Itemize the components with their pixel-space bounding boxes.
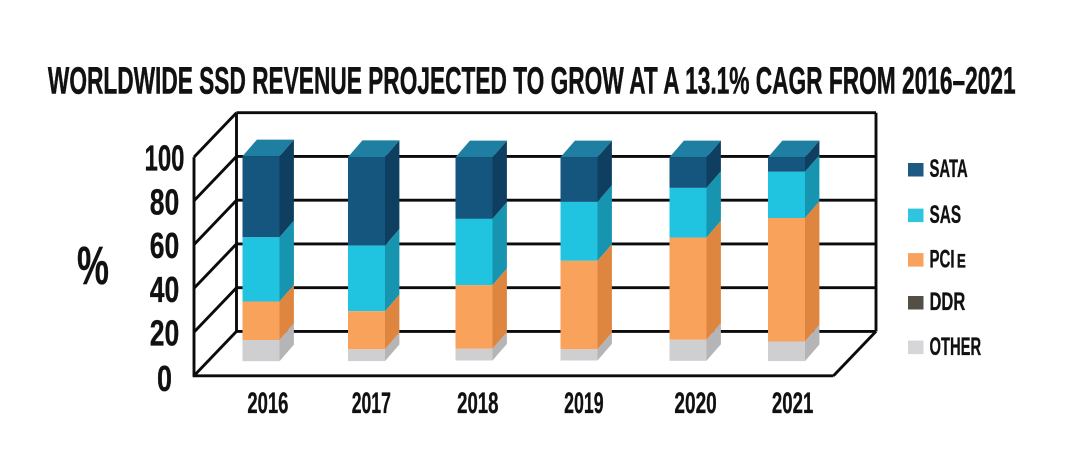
svg-text:2016: 2016 xyxy=(247,387,288,420)
svg-text:E: E xyxy=(957,251,966,272)
svg-text:%: % xyxy=(77,237,109,296)
svg-text:20: 20 xyxy=(150,313,180,354)
svg-text:2018: 2018 xyxy=(457,387,498,420)
svg-text:2019: 2019 xyxy=(564,387,604,420)
svg-text:DDR: DDR xyxy=(930,288,966,316)
svg-text:SATA: SATA xyxy=(930,155,968,183)
svg-text:60: 60 xyxy=(150,225,180,266)
svg-text:2020: 2020 xyxy=(674,387,716,420)
svg-text:100: 100 xyxy=(145,138,185,179)
svg-text:PCI: PCI xyxy=(930,245,955,273)
svg-text:2017: 2017 xyxy=(352,387,391,420)
svg-text:2021: 2021 xyxy=(772,387,813,420)
svg-text:WORLDWIDE SSD REVENUE PROJECTE: WORLDWIDE SSD REVENUE PROJECTED TO GROW … xyxy=(48,60,1016,103)
svg-text:40: 40 xyxy=(150,269,180,310)
svg-text:OTHER: OTHER xyxy=(930,333,982,361)
svg-text:SAS: SAS xyxy=(930,201,962,229)
svg-text:0: 0 xyxy=(157,358,172,399)
svg-text:80: 80 xyxy=(150,181,180,222)
